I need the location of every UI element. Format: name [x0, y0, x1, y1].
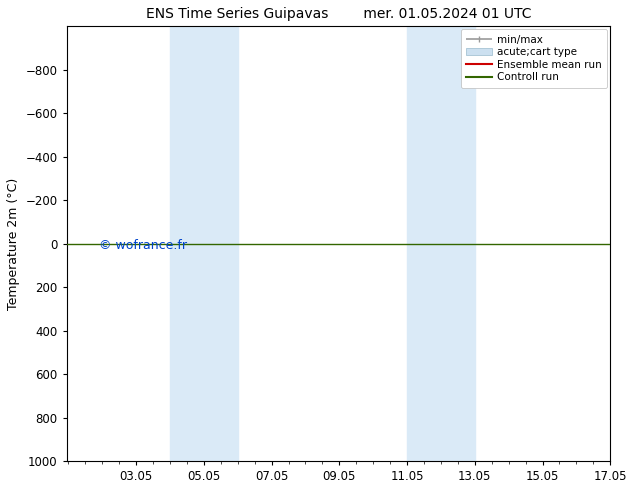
Bar: [170, 26, 238, 461]
Y-axis label: Temperature 2m (°C): Temperature 2m (°C): [7, 177, 20, 310]
Text: © wofrance.fr: © wofrance.fr: [100, 239, 187, 252]
Title: ENS Time Series Guipavas        mer. 01.05.2024 01 UTC: ENS Time Series Guipavas mer. 01.05.2024…: [146, 7, 531, 21]
Bar: [407, 26, 475, 461]
Legend: min/max, acute;cart type, Ensemble mean run, Controll run: min/max, acute;cart type, Ensemble mean …: [461, 29, 607, 88]
